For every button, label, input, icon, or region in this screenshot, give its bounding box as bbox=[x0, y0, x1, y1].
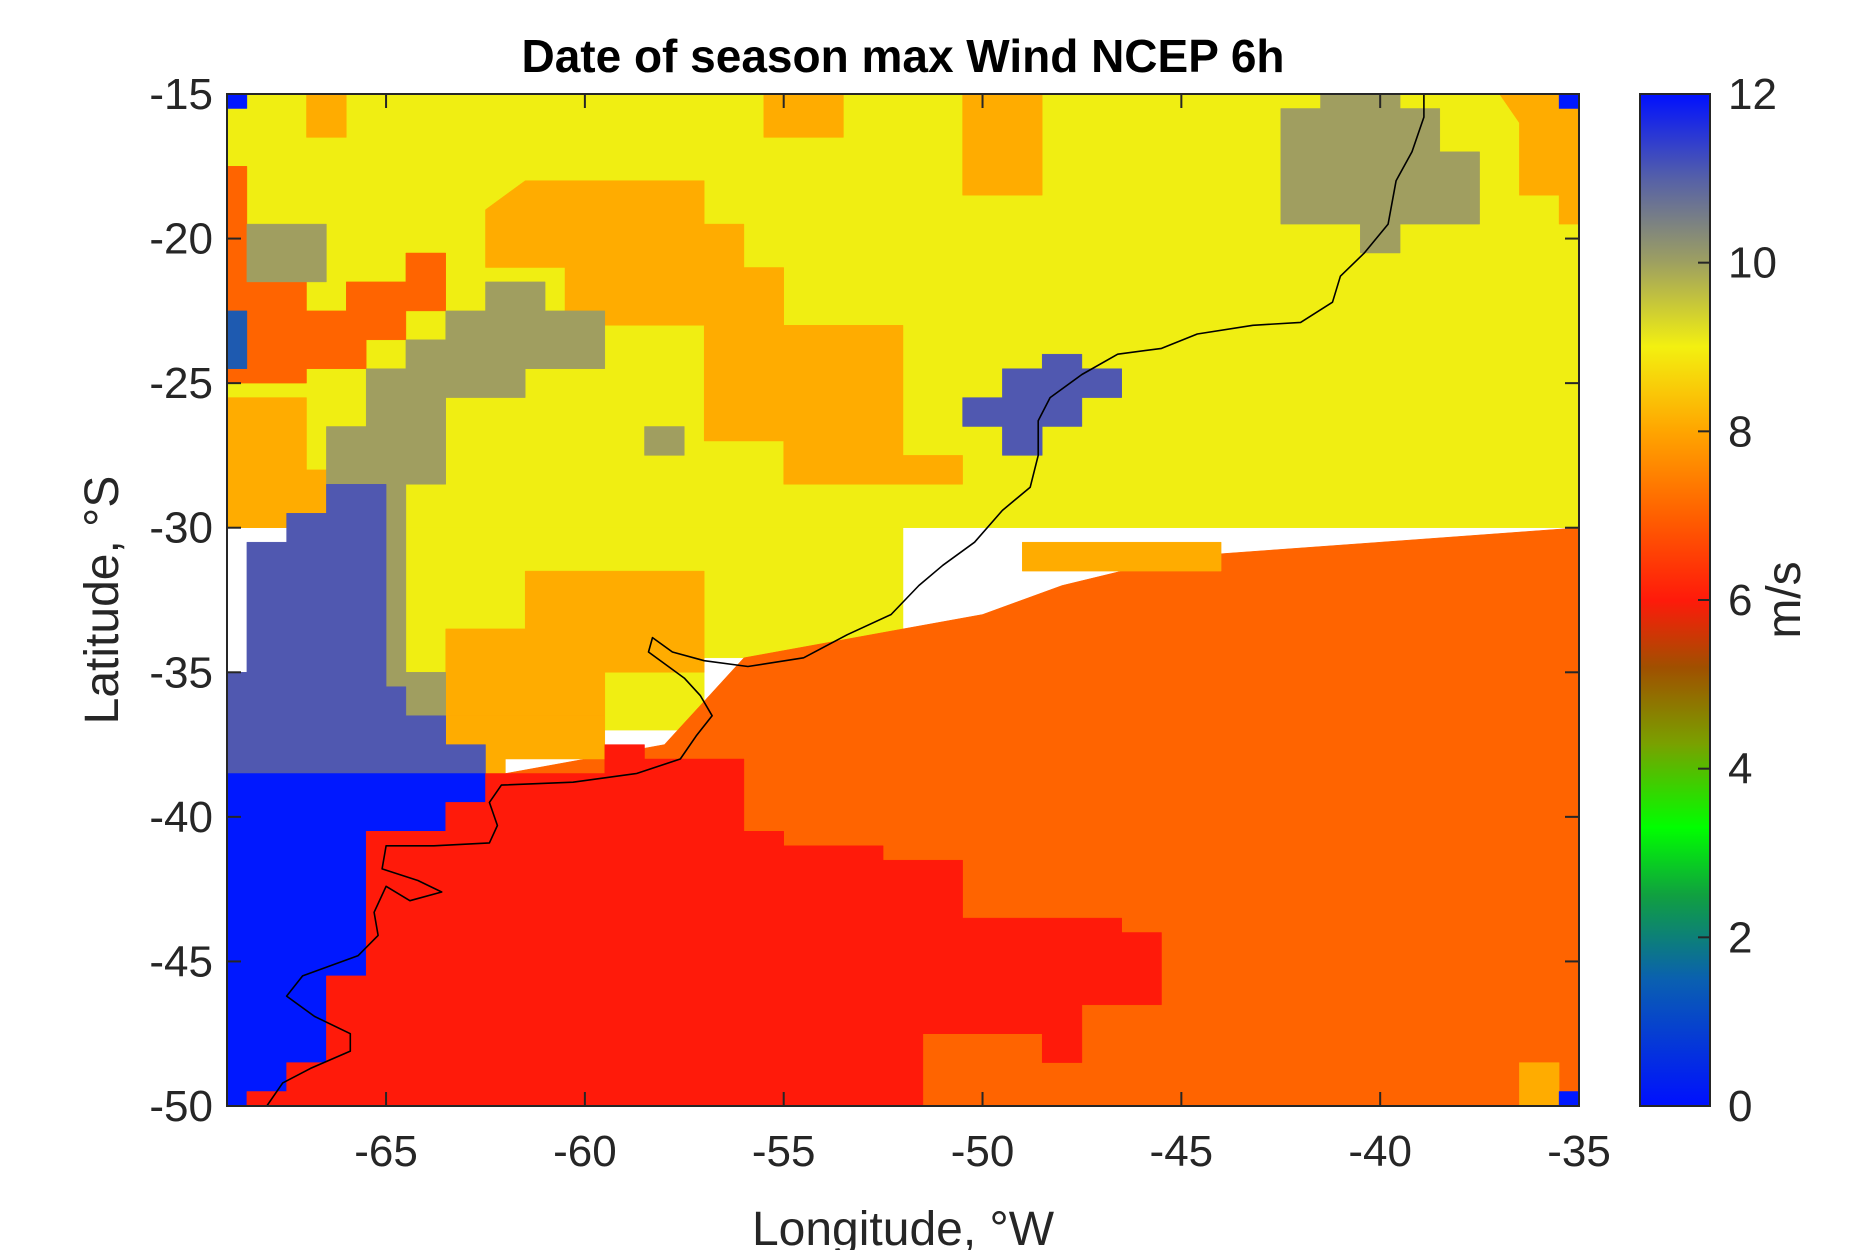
x-tick-label: -40 bbox=[1348, 1127, 1412, 1176]
y-tick-label: -20 bbox=[149, 215, 213, 264]
region-blue-corner-bottom-right bbox=[1558, 1091, 1579, 1106]
y-tick-label: -15 bbox=[149, 70, 213, 119]
plot-frame bbox=[226, 93, 1580, 1107]
colorbar-tick-label: 6 bbox=[1728, 576, 1752, 625]
y-tick-label: -25 bbox=[149, 359, 213, 408]
colorbar-ticks: 0 2 4 6 8 10 12 bbox=[1698, 70, 1777, 1131]
region-olive-patch-top-right bbox=[1280, 94, 1480, 254]
region-olive-cell-central bbox=[644, 426, 685, 456]
colorbar-tick-label: 12 bbox=[1728, 70, 1777, 119]
x-tick-label: -55 bbox=[752, 1127, 816, 1176]
y-tick-label: -35 bbox=[149, 648, 213, 697]
colorbar-tick-label: 2 bbox=[1728, 913, 1752, 962]
region-red-southwest-mid bbox=[246, 744, 1162, 1106]
colorbar-tick-label: 10 bbox=[1728, 239, 1777, 288]
y-axis: -15 -20 -25 -30 -35 -40 -45 -50 bbox=[149, 70, 1579, 1131]
heatmap-layer bbox=[227, 94, 1579, 1106]
region-orange-patch-top-mid bbox=[763, 94, 844, 138]
x-axis-label: Longitude, °W bbox=[752, 1203, 1055, 1250]
coastline-layer bbox=[266, 94, 1425, 1106]
colorbar-label: m/s bbox=[1758, 561, 1811, 638]
region-olive-patch-west-small bbox=[246, 223, 327, 283]
x-tick-label: -50 bbox=[951, 1127, 1015, 1176]
y-tick-label: -45 bbox=[149, 937, 213, 986]
colorbar-tick-label: 8 bbox=[1728, 407, 1752, 456]
x-axis: -65 -60 -55 -50 -45 -40 -35 bbox=[354, 94, 1611, 1176]
region-blue-purple-cross bbox=[962, 353, 1122, 456]
region-orange-patch-top-right bbox=[1499, 94, 1579, 225]
region-orange-coastal-strip-north bbox=[1022, 541, 1222, 572]
y-tick-label: -30 bbox=[149, 504, 213, 553]
region-dark-teal-west-cell bbox=[227, 310, 248, 369]
region-orange-patch-central-north bbox=[485, 180, 963, 485]
region-orange-patch-top bbox=[962, 94, 1043, 196]
region-blue-corner-top-right bbox=[1558, 94, 1579, 109]
x-tick-label: -60 bbox=[553, 1127, 617, 1176]
region-blue-corner-top-left bbox=[227, 94, 248, 109]
x-tick-label: -35 bbox=[1547, 1127, 1611, 1176]
y-tick-label: -40 bbox=[149, 793, 213, 842]
colorbar-tick-label: 0 bbox=[1728, 1082, 1752, 1131]
x-tick-label: -65 bbox=[354, 1127, 418, 1176]
colorbar-tick-label: 4 bbox=[1728, 745, 1752, 794]
y-axis-label: Latitude, °S bbox=[76, 476, 129, 725]
chart-title: Date of season max Wind NCEP 6h bbox=[521, 30, 1284, 82]
region-orange-patch-bottom-right bbox=[1519, 1062, 1560, 1106]
x-tick-label: -45 bbox=[1150, 1127, 1214, 1176]
coastline bbox=[266, 94, 1425, 1106]
region-orange-patch-top-left bbox=[306, 94, 347, 138]
y-tick-label: -50 bbox=[149, 1082, 213, 1131]
